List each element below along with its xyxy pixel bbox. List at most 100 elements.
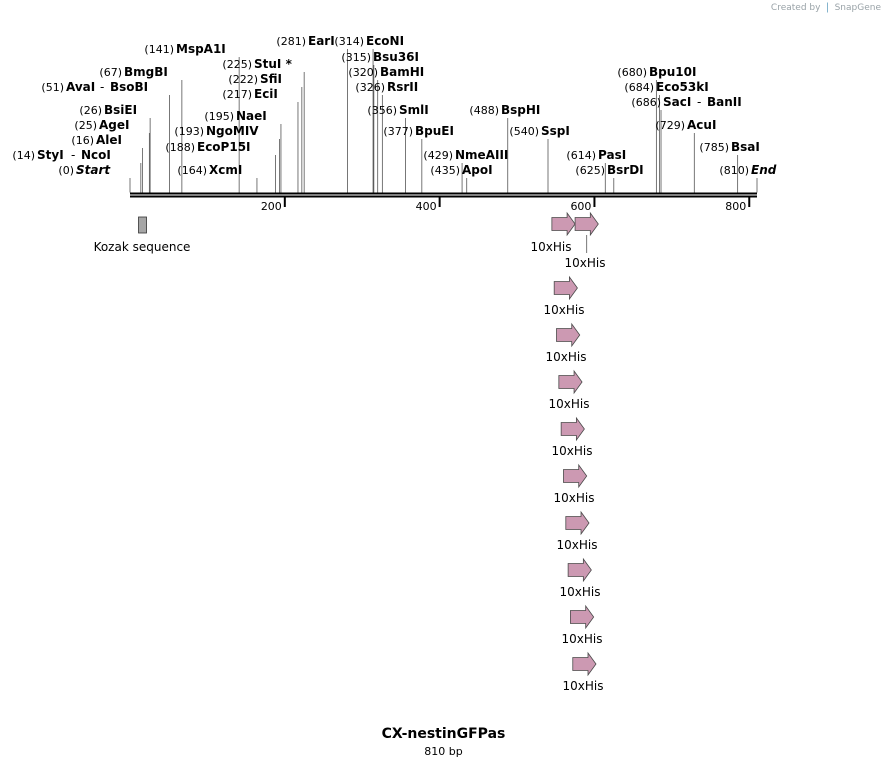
enzyme-bpuei-name[interactable]: BpuEI bbox=[415, 124, 454, 138]
enzyme-acui-position: (729) bbox=[655, 119, 685, 132]
enzyme-mspa1i-position: (141) bbox=[144, 43, 174, 56]
enzyme-ecii-position: (217) bbox=[222, 88, 252, 101]
enzyme-bsiei-name[interactable]: BsiEI bbox=[104, 103, 137, 117]
ruler-tick-label: 200 bbox=[261, 200, 282, 213]
enzyme-bmgbi-position: (67) bbox=[99, 66, 122, 79]
enzyme-naei-name[interactable]: NaeI bbox=[236, 109, 267, 123]
enzyme-sfii-position: (222) bbox=[228, 73, 258, 86]
enzyme-apoi-position: (435) bbox=[430, 164, 460, 177]
enzyme-bsu36i-name[interactable]: Bsu36I bbox=[373, 50, 419, 64]
feature-10xhis-4-arrow[interactable] bbox=[556, 322, 581, 348]
feature-10xhis-2-label: 10xHis bbox=[565, 256, 606, 270]
enzyme-pasi-name[interactable]: PasI bbox=[598, 148, 626, 162]
enzyme-saci-name[interactable]: SacI bbox=[663, 95, 691, 109]
enzyme-eari-position: (281) bbox=[276, 35, 306, 48]
feature-10xhis-4-label: 10xHis bbox=[546, 350, 587, 364]
feature-10xhis-6-arrow[interactable] bbox=[560, 416, 585, 442]
enzyme-bpu10i-position: (680) bbox=[617, 66, 647, 79]
enzyme-alei-position: (16) bbox=[71, 134, 94, 147]
enzyme-bsrdi-position: (625) bbox=[575, 164, 605, 177]
enzyme-eco53ki-name[interactable]: Eco53kI bbox=[656, 80, 709, 94]
enzyme-apoi-name[interactable]: ApoI bbox=[462, 163, 493, 177]
enzyme-sspi-position: (540) bbox=[509, 125, 539, 138]
enzyme-bsphi-name[interactable]: BspHI bbox=[501, 103, 540, 117]
snapgene-logo-icon: ❘ bbox=[823, 2, 832, 13]
enzyme-sfii-name[interactable]: SfiI bbox=[260, 72, 282, 86]
enzyme-bsai-position: (785) bbox=[699, 141, 729, 154]
enzyme-bsphi-position: (488) bbox=[469, 104, 499, 117]
enzyme-ecop15i-position: (188) bbox=[165, 141, 195, 154]
enzyme-eari-name[interactable]: EarI bbox=[308, 34, 335, 48]
feature-kozak-sequence-0-box[interactable] bbox=[138, 216, 147, 234]
enzyme-alei-name[interactable]: AleI bbox=[96, 133, 122, 147]
ruler-tick-label: 400 bbox=[416, 200, 437, 213]
enzyme-start-position: (0) bbox=[58, 164, 74, 177]
enzyme-bpu10i-name[interactable]: Bpu10I bbox=[649, 65, 696, 79]
enzyme-nmeaiii-name[interactable]: NmeAIII bbox=[455, 148, 508, 162]
feature-10xhis-1-label: 10xHis bbox=[531, 240, 572, 254]
feature-10xhis-7-label: 10xHis bbox=[554, 491, 595, 505]
feature-10xhis-7-arrow[interactable] bbox=[563, 463, 588, 489]
feature-10xhis-8-arrow[interactable] bbox=[565, 510, 590, 536]
feature-10xhis-3-arrow[interactable] bbox=[553, 275, 578, 301]
feature-10xhis-10-label: 10xHis bbox=[562, 632, 603, 646]
enzyme-econi-name[interactable]: EcoNI bbox=[366, 34, 404, 48]
enzyme-ngomiv-position: (193) bbox=[174, 125, 204, 138]
enzyme-smli-name[interactable]: SmlI bbox=[399, 103, 429, 117]
enzyme-agei-position: (25) bbox=[74, 119, 97, 132]
feature-10xhis-9-label: 10xHis bbox=[560, 585, 601, 599]
feature-10xhis-10-arrow[interactable] bbox=[570, 604, 595, 630]
enzyme-styi-position: (14) bbox=[12, 149, 35, 162]
enzyme-rsrii-position: (326) bbox=[355, 81, 385, 94]
enzyme-acui-name[interactable]: AcuI bbox=[687, 118, 716, 132]
enzyme-styi-name[interactable]: StyI bbox=[37, 148, 64, 162]
enzyme-avai-position: (51) bbox=[41, 81, 64, 94]
enzyme-bsobi-name[interactable]: BsoBI bbox=[110, 80, 148, 94]
enzyme-bmgbi-name[interactable]: BmgBI bbox=[124, 65, 168, 79]
feature-10xhis-3-label: 10xHis bbox=[544, 303, 585, 317]
feature-10xhis-5-label: 10xHis bbox=[549, 397, 590, 411]
enzyme-bamhi-name[interactable]: BamHI bbox=[380, 65, 424, 79]
enzyme-end-position: (810) bbox=[719, 164, 749, 177]
enzyme-bsiei-position: (26) bbox=[79, 104, 102, 117]
enzyme-pasi-position: (614) bbox=[566, 149, 596, 162]
enzyme-xcmi-position: (164) bbox=[177, 164, 207, 177]
features: Kozak sequence 10xHis 10xHis 10xHis 10xHis 10… bbox=[94, 211, 606, 693]
sequence-length: 810 bp bbox=[424, 745, 463, 758]
enzyme-saci-pair-separator: - bbox=[697, 95, 701, 109]
enzyme-ncoi-name[interactable]: NcoI bbox=[81, 148, 111, 162]
enzyme-stui-position: (225) bbox=[222, 58, 252, 71]
enzyme-xcmi-name[interactable]: XcmI bbox=[209, 163, 242, 177]
ruler-tick-label: 800 bbox=[725, 200, 746, 213]
enzyme-mspa1i-name[interactable]: MspA1I bbox=[176, 42, 226, 56]
enzyme-avai-name[interactable]: AvaI bbox=[66, 80, 95, 94]
enzyme-end-name[interactable]: End bbox=[751, 163, 777, 177]
enzyme-start-name[interactable]: Start bbox=[76, 163, 111, 177]
enzyme-smli-position: (356) bbox=[367, 104, 397, 117]
feature-10xhis-1-arrow[interactable] bbox=[551, 211, 576, 237]
ruler-tick-label: 600 bbox=[570, 200, 591, 213]
enzyme-rsrii-name[interactable]: RsrII bbox=[387, 80, 418, 94]
feature-10xhis-11-arrow[interactable] bbox=[572, 651, 597, 677]
enzyme-bsrdi-name[interactable]: BsrDI bbox=[607, 163, 644, 177]
enzyme-ecii-name[interactable]: EciI bbox=[254, 87, 278, 101]
sequence-name: CX-nestinGFPas bbox=[381, 726, 506, 742]
feature-10xhis-9-arrow[interactable] bbox=[567, 557, 592, 583]
feature-10xhis-11-label: 10xHis bbox=[563, 679, 604, 693]
snapgene-credit: Created by ❘ SnapGene bbox=[771, 2, 881, 13]
enzyme-ngomiv-name[interactable]: NgoMIV bbox=[206, 124, 259, 138]
enzyme-naei-position: (195) bbox=[204, 110, 234, 123]
feature-10xhis-5-arrow[interactable] bbox=[558, 369, 583, 395]
enzyme-ecop15i-name[interactable]: EcoP15I bbox=[197, 140, 251, 154]
enzyme-agei-name[interactable]: AgeI bbox=[99, 118, 129, 132]
enzyme-banii-name[interactable]: BanII bbox=[707, 95, 742, 109]
enzyme-avai-pair-separator: - bbox=[100, 80, 104, 94]
enzyme-stui-name[interactable]: StuI * bbox=[254, 57, 293, 71]
feature-10xhis-2-arrow[interactable] bbox=[574, 211, 599, 237]
enzyme-sspi-name[interactable]: SspI bbox=[541, 124, 570, 138]
enzyme-nmeaiii-position: (429) bbox=[423, 149, 453, 162]
enzyme-bsai-name[interactable]: BsaI bbox=[731, 140, 760, 154]
enzyme-labels: (0) Start (14) StyI - NcoI(16) AleI(25) AgeI(26… bbox=[12, 34, 776, 177]
sequence-backbone: 200 400 600 800 bbox=[130, 192, 757, 213]
